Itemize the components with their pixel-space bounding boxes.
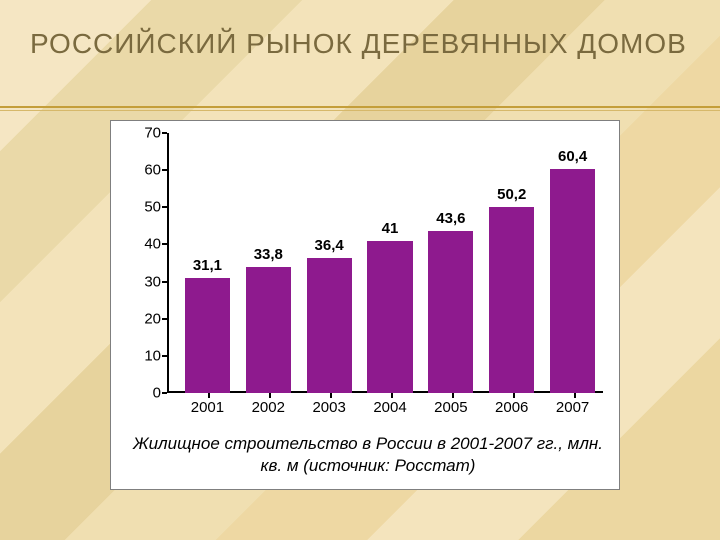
bar-slot: 43,6 xyxy=(420,133,481,393)
y-tick-label: 30 xyxy=(127,273,161,290)
y-tick-label: 70 xyxy=(127,125,161,142)
x-tick-label: 2005 xyxy=(420,399,481,423)
bar xyxy=(307,258,352,393)
bar xyxy=(550,169,595,393)
bar xyxy=(246,267,291,393)
bar xyxy=(489,207,534,393)
bar-slot: 33,8 xyxy=(238,133,299,393)
slide: РОССИЙСКИЙ РЫНОК ДЕРЕВЯННЫХ ДОМОВ 31,133… xyxy=(0,0,720,540)
y-tick-mark xyxy=(162,281,167,283)
x-tick-mark xyxy=(269,393,271,398)
bar-slot: 50,2 xyxy=(481,133,542,393)
x-tick-mark xyxy=(208,393,210,398)
bar xyxy=(185,278,230,394)
x-tick-label: 2006 xyxy=(481,399,542,423)
bar-value-label: 33,8 xyxy=(238,246,299,263)
bar-value-label: 60,4 xyxy=(542,148,603,165)
title-rule-secondary xyxy=(0,110,720,111)
y-tick-mark xyxy=(162,206,167,208)
y-tick-mark xyxy=(162,169,167,171)
bar xyxy=(428,231,473,393)
y-tick-mark xyxy=(162,318,167,320)
chart-caption: Жилищное строительство в России в 2001-2… xyxy=(131,433,605,477)
x-tick-mark xyxy=(330,393,332,398)
bar-value-label: 43,6 xyxy=(420,210,481,227)
x-tick-label: 2007 xyxy=(542,399,603,423)
y-tick-mark xyxy=(162,392,167,394)
chart-plot-area: 31,133,836,44143,650,260,4 0102030405060… xyxy=(167,133,603,393)
y-tick-label: 50 xyxy=(127,199,161,216)
x-tick-label: 2001 xyxy=(177,399,238,423)
y-axis xyxy=(167,133,169,393)
title-rule-primary xyxy=(0,106,720,108)
y-tick-label: 10 xyxy=(127,347,161,364)
x-tick-mark xyxy=(391,393,393,398)
y-tick-mark xyxy=(162,355,167,357)
bar-value-label: 41 xyxy=(360,220,421,237)
bar-slot: 60,4 xyxy=(542,133,603,393)
bar-value-label: 50,2 xyxy=(481,186,542,203)
slide-title: РОССИЙСКИЙ РЫНОК ДЕРЕВЯННЫХ ДОМОВ xyxy=(0,0,720,68)
bar-slot: 31,1 xyxy=(177,133,238,393)
y-tick-label: 40 xyxy=(127,236,161,253)
x-tick-mark xyxy=(452,393,454,398)
bar-slot: 36,4 xyxy=(299,133,360,393)
bar-value-label: 31,1 xyxy=(177,257,238,274)
y-tick-label: 20 xyxy=(127,310,161,327)
y-tick-label: 60 xyxy=(127,162,161,179)
bar-group: 31,133,836,44143,650,2 60,4 xyxy=(177,133,603,393)
bar-value-label: 36,4 xyxy=(299,237,360,254)
bar xyxy=(367,241,412,393)
x-tick-mark xyxy=(574,393,576,398)
x-axis-labels: 2001200220032004200520062007 xyxy=(177,399,603,423)
chart-container: 31,133,836,44143,650,2 60,4 0 10 20 30 40 50 60… xyxy=(110,120,620,490)
y-tick-mark xyxy=(162,132,167,134)
x-tick-mark xyxy=(513,393,515,398)
y-tick-mark xyxy=(162,243,167,245)
y-tick-label: 0 xyxy=(127,385,161,402)
x-tick-label: 2003 xyxy=(299,399,360,423)
x-tick-label: 2004 xyxy=(360,399,421,423)
x-tick-label: 2002 xyxy=(238,399,299,423)
bar-slot: 41 xyxy=(360,133,421,393)
